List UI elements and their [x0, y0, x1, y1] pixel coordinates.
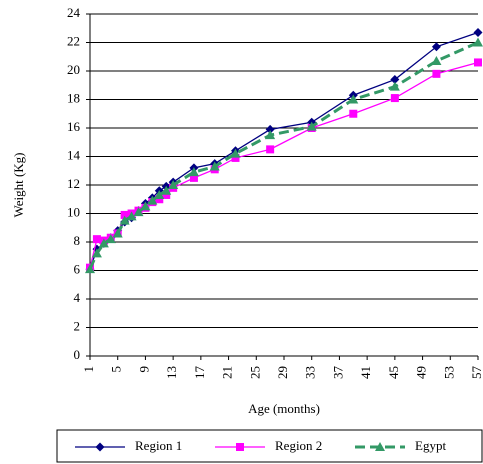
- marker: [154, 189, 165, 199]
- x-tick-label: 33: [303, 366, 318, 379]
- marker: [265, 130, 276, 140]
- x-tick-label: 17: [192, 366, 207, 380]
- legend-label: Region 1: [135, 438, 182, 453]
- marker: [265, 124, 275, 134]
- marker: [349, 109, 358, 118]
- legend-marker: [375, 442, 385, 451]
- marker: [91, 248, 102, 258]
- x-tick-label: 37: [330, 366, 345, 380]
- series-line: [89, 31, 479, 270]
- marker: [119, 215, 130, 225]
- y-tick-label: 24: [67, 5, 81, 20]
- x-tick-label: 49: [414, 366, 429, 379]
- marker: [432, 69, 441, 78]
- marker: [85, 264, 95, 274]
- marker: [231, 153, 240, 162]
- marker: [161, 185, 172, 195]
- x-tick-label: 25: [247, 366, 262, 379]
- marker: [473, 37, 483, 47]
- legend-box: [56, 429, 483, 463]
- marker: [120, 210, 129, 219]
- marker: [266, 145, 275, 154]
- x-tick-label: 29: [275, 366, 290, 379]
- y-tick-label: 12: [67, 176, 80, 191]
- marker: [474, 58, 482, 67]
- marker: [390, 94, 399, 103]
- marker: [209, 161, 220, 171]
- series-line: [88, 41, 479, 270]
- x-tick-label: 9: [136, 366, 151, 373]
- marker: [348, 94, 359, 104]
- x-axis-title: Age (months): [248, 401, 320, 416]
- y-tick-label: 22: [67, 33, 80, 48]
- x-tick-label: 57: [469, 366, 483, 380]
- marker: [390, 75, 400, 85]
- y-tick-label: 10: [67, 204, 80, 219]
- marker: [162, 190, 171, 199]
- legend-label: Region 2: [275, 438, 322, 453]
- marker: [112, 228, 123, 238]
- marker: [431, 42, 441, 52]
- marker: [147, 195, 158, 205]
- marker: [133, 207, 144, 217]
- y-tick-label: 6: [74, 261, 81, 276]
- x-tick-label: 13: [164, 366, 179, 379]
- legend-marker: [95, 442, 105, 452]
- x-tick-label: 1: [81, 366, 96, 373]
- y-tick-label: 8: [74, 233, 81, 248]
- marker: [105, 234, 116, 244]
- y-tick-label: 14: [67, 147, 81, 162]
- marker: [389, 81, 400, 91]
- marker: [155, 195, 164, 204]
- y-tick-label: 18: [67, 90, 80, 105]
- marker: [168, 180, 179, 189]
- marker: [431, 56, 442, 66]
- y-tick-label: 0: [74, 347, 81, 362]
- y-axis-title: Weight (Kg): [11, 152, 26, 217]
- legend-label: Egypt: [415, 438, 446, 453]
- marker: [126, 211, 137, 221]
- legend-marker: [236, 443, 244, 451]
- y-tick-label: 16: [67, 119, 81, 134]
- x-tick-label: 41: [358, 366, 373, 379]
- marker: [230, 148, 241, 158]
- marker: [306, 121, 317, 131]
- x-tick-label: 21: [220, 366, 235, 379]
- marker: [189, 173, 198, 182]
- marker: [188, 167, 199, 177]
- marker: [92, 235, 101, 244]
- y-tick-label: 20: [67, 62, 80, 77]
- x-tick-label: 5: [109, 366, 124, 373]
- x-tick-label: 45: [386, 366, 401, 379]
- x-tick-label: 53: [441, 366, 456, 379]
- marker: [98, 238, 109, 248]
- y-tick-label: 4: [74, 290, 81, 305]
- marker: [473, 28, 483, 38]
- series-line: [89, 61, 479, 268]
- y-tick-label: 2: [74, 318, 81, 333]
- marker: [140, 201, 151, 211]
